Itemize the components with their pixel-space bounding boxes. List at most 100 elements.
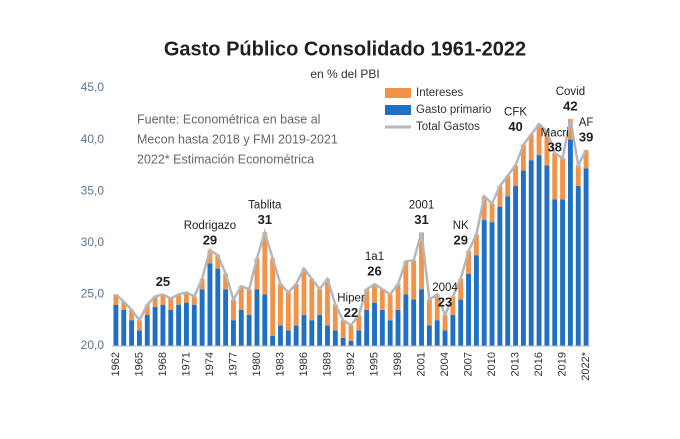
bar-intereses [372,284,377,303]
bar-intereses [458,278,464,300]
bar-primario [356,330,362,346]
bar-intereses [168,298,174,310]
bar-intereses [176,294,182,305]
bar-primario [513,186,518,346]
bar-primario [387,320,393,346]
bar-intereses [552,153,558,200]
annotation-value: 26 [367,264,381,279]
bar-intereses [160,294,166,305]
legend-label: Total Gastos [416,121,480,133]
annotation-value: 23 [438,294,452,309]
bar-intereses [387,294,393,321]
bar-intereses [332,304,338,331]
bar-primario [293,325,299,346]
bar-primario [466,273,471,346]
bar-intereses [481,196,487,221]
bar-primario [152,306,158,346]
bar-primario [215,268,221,346]
bar-intereses [513,165,518,187]
x-tick-label: 1986 [298,352,310,376]
legend-swatch [385,105,411,115]
annotation-label: Covid [556,86,585,98]
bar-intereses [207,250,213,264]
bar-primario [184,302,189,346]
bar-intereses [497,186,503,207]
annotation-label: Tablita [248,200,282,212]
x-tick-label: 2013 [509,352,521,376]
y-tick-label: 30,0 [81,235,105,249]
bar-primario [199,289,205,346]
bar-primario [473,255,479,346]
bar-intereses [223,273,229,290]
bar-primario [575,186,581,346]
annotation-label: Hiper [337,292,365,304]
bar-intereses [583,149,589,169]
bar-intereses [184,292,189,303]
bar-intereses [293,284,299,326]
bar-intereses [270,258,276,336]
annotation-label: Macri [541,127,569,139]
x-tick-label: 2022* [580,351,592,380]
y-tick-label: 45,0 [81,80,105,94]
bar-primario [270,335,276,346]
bar-primario [340,337,346,346]
bar-primario [301,315,307,346]
x-tick-label: 1989 [321,352,333,376]
bar-primario [426,325,432,346]
bar-primario [497,206,503,346]
bar-intereses [309,278,315,321]
bar-primario [442,330,448,346]
x-tick-label: 1977 [227,352,239,376]
y-tick-label: 20,0 [81,338,105,352]
annotation-value: 42 [563,98,577,113]
annotation-value: 38 [548,140,562,155]
bar-intereses [152,296,158,307]
bar-intereses [113,294,119,305]
annotation-value: 40 [508,119,522,134]
bar-intereses [419,232,424,290]
bar-intereses [356,315,362,331]
annotation-label: 2004 [432,282,458,294]
bar-intereses [442,315,448,331]
bar-intereses [136,320,142,331]
bar-primario [136,330,142,346]
bar-primario [395,309,401,346]
bar-primario [223,289,229,346]
bar-primario [129,320,135,346]
bar-intereses [262,232,268,295]
bar-primario [560,199,566,346]
bar-primario [238,309,244,346]
x-tick-label: 1962 [110,352,122,376]
bar-primario [325,325,330,346]
bar-primario [113,304,119,346]
source-note: 2022* Estimación Econométrica [137,152,314,166]
bar-intereses [395,284,401,310]
bar-intereses [489,203,495,223]
bar-intereses [129,309,135,321]
bar-intereses [364,289,370,310]
bar-intereses [536,124,542,156]
bar-intereses [520,144,526,171]
x-tick-label: 2016 [533,352,545,376]
bar-intereses [505,175,511,197]
bar-primario [285,330,291,346]
bar-intereses [238,286,244,310]
y-tick-label: 40,0 [81,132,105,146]
annotation-label: CFK [504,107,527,119]
annotation-label: Rodrigazo [184,220,236,232]
annotation-value: 29 [203,233,217,248]
bar-primario [144,315,150,346]
bar-intereses [575,165,581,187]
bar-primario [403,294,409,346]
bar-primario [583,168,589,346]
annotation-value: 22 [344,305,358,320]
bar-intereses [191,296,197,305]
bar-intereses [246,289,252,316]
legend-label: Intereses [416,87,464,99]
bar-primario [528,160,534,346]
bar-primario [434,320,440,346]
x-tick-label: 1965 [133,352,145,376]
y-tick-label: 25,0 [81,287,105,301]
bar-primario [231,320,236,346]
chart-subtitle: en % del PBI [310,67,379,81]
